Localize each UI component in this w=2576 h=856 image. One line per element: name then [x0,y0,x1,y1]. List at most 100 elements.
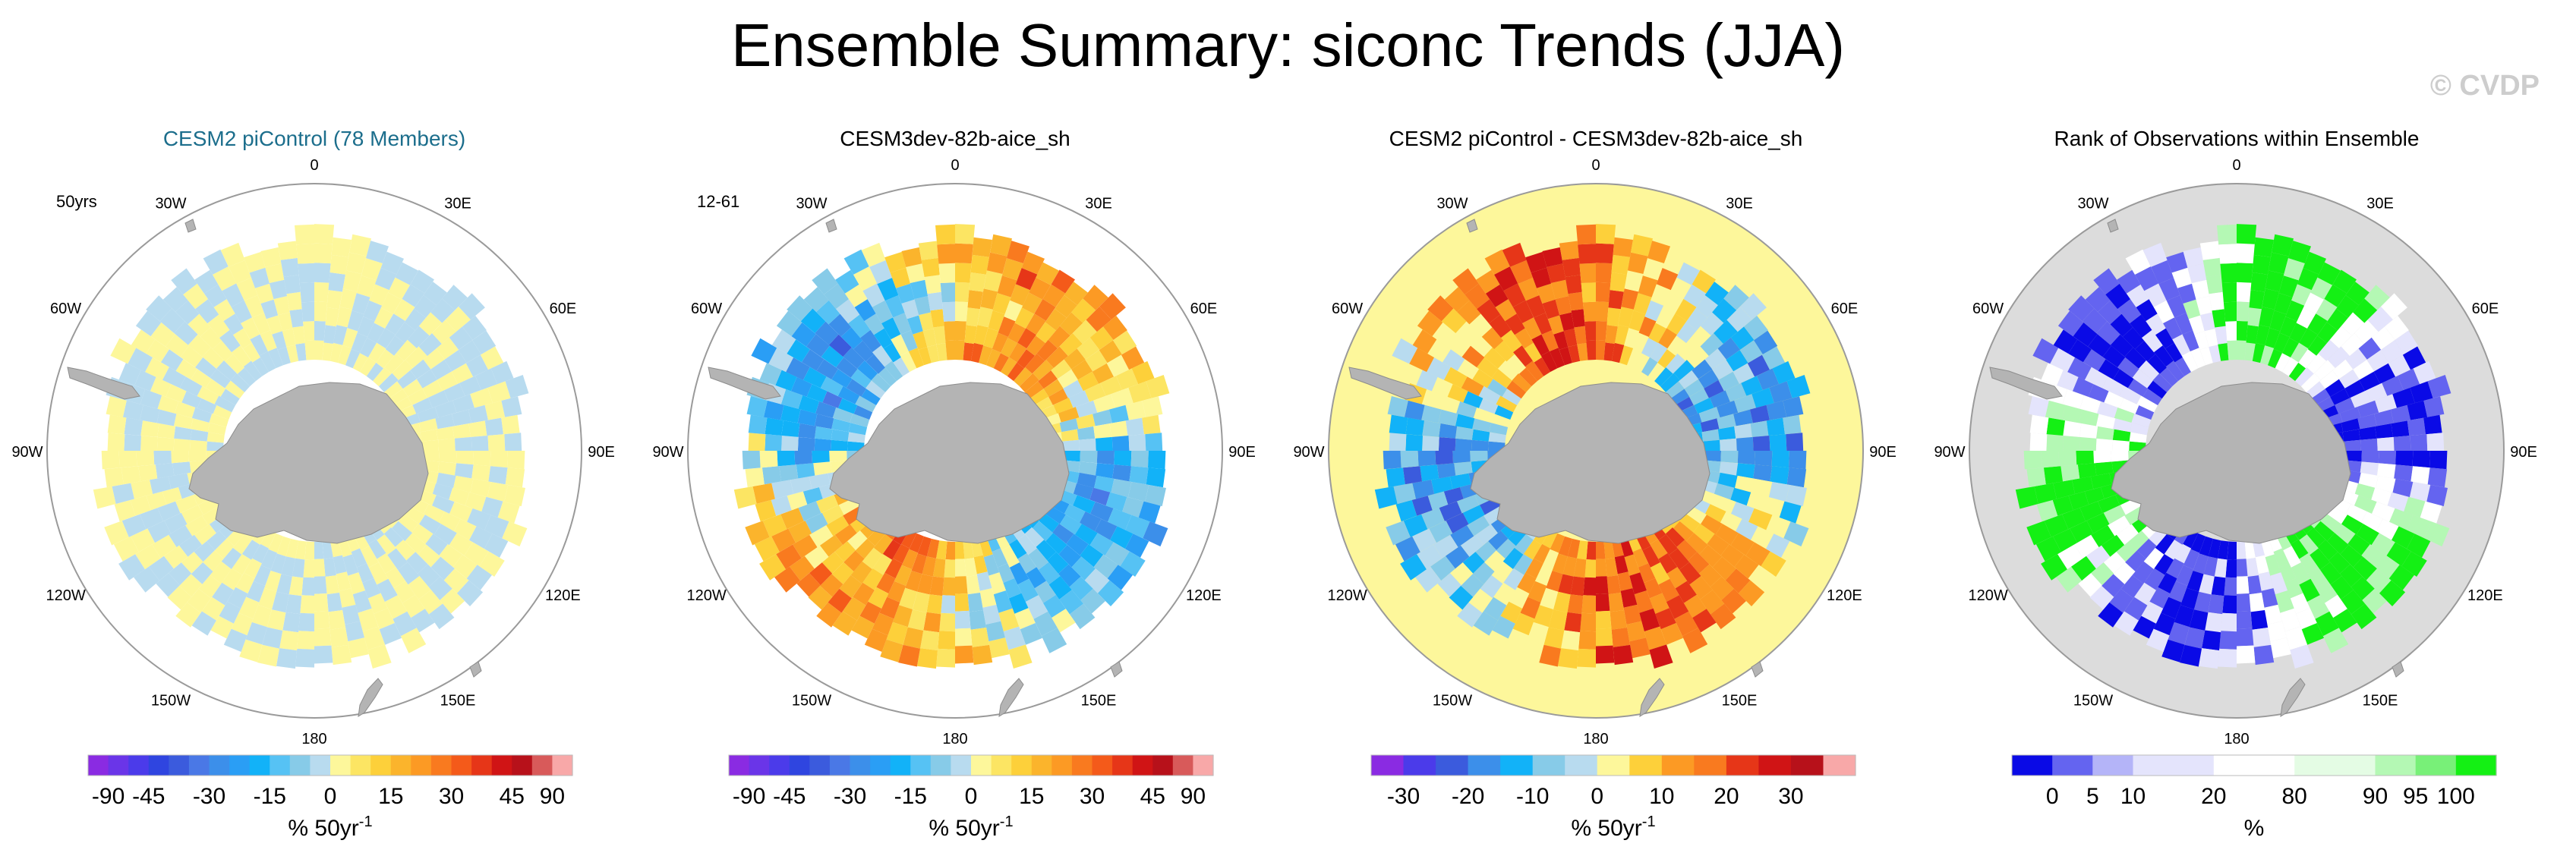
ice-cell [966,575,980,595]
ice-cell [1650,342,1668,363]
ice-cell [1446,512,1469,533]
ice-cell [1089,533,1114,556]
ice-cell [2095,438,2114,451]
ice-cell [195,357,217,378]
ice-cell [301,577,314,596]
ice-cell [859,601,882,624]
lon-label: 150E [2363,692,2398,709]
ice-cell [430,298,456,323]
ice-cell [1660,373,1680,392]
ice-cell [1494,266,1518,291]
ice-cell [214,395,236,413]
ice-cell [1069,603,1096,630]
ice-cell [1079,511,1102,532]
ice-cell [906,315,923,335]
ice-cell [1024,381,1044,399]
ice-cell [166,334,189,357]
antarctica-landmass [1470,382,1711,544]
ice-cell [2103,505,2126,524]
ice-cell [436,426,455,440]
ice-cell [1619,345,1634,366]
ice-cell [2344,451,2362,462]
ice-cell [428,603,455,630]
ice-cell [241,317,260,340]
ice-cell [1581,595,1596,614]
ice-cell [1412,329,1437,354]
ice-cell [1610,272,1627,292]
ice-cell [963,540,974,559]
ice-cell [733,486,757,509]
ice-cell [2142,242,2168,267]
ice-cell [2366,382,2388,402]
ice-cell [1714,319,1738,345]
ice-cell [1026,335,1046,356]
ice-cell [150,376,172,397]
ice-cell [2412,451,2430,468]
ice-cell [1618,307,1634,328]
island-landmass [1639,678,1665,717]
ice-cell [1093,423,1111,439]
ice-cell [159,308,185,333]
ice-cell [122,400,143,420]
lon-label: 180 [1583,731,1608,747]
ice-cell [252,357,269,376]
ice-cell [1674,611,1698,637]
ice-cell [367,323,385,343]
ice-cell [244,558,262,579]
ice-cell [300,595,314,614]
ice-cell [809,525,834,548]
ice-cell [2324,284,2347,307]
ice-cell [1039,513,1060,533]
ice-cell [2237,263,2253,283]
ice-cell [369,284,389,306]
ice-cell [2258,571,2274,591]
ice-cell [2153,612,2176,636]
colorbar-swatch [729,755,750,776]
ice-cell [1051,359,1072,379]
ice-cell [1644,300,1664,322]
ice-cell [1400,363,1423,386]
ice-cell [1576,224,1596,245]
ice-cell [1707,533,1729,555]
ice-cell [2124,347,2146,369]
ice-cell [2299,328,2318,349]
ice-cell [1608,593,1624,612]
ice-cell [298,263,314,283]
ice-cell [1524,360,1544,382]
ice-cell [397,562,420,585]
ice-cell [2053,480,2076,499]
ice-cell [295,224,314,245]
ice-cell [2307,313,2328,335]
ice-cell [2409,482,2431,502]
colorbar-tick-label: 20 [2201,784,2226,809]
ice-cell [405,533,427,555]
ice-cell [1437,573,1461,597]
colorbar-units: % 50yr-1 [288,814,372,841]
ice-cell [2223,301,2237,322]
ice-cell [2043,466,2063,485]
ice-cell [2426,433,2445,451]
ice-cell [107,414,127,435]
ice-cell [1517,572,1537,594]
ice-cell [1017,534,1037,555]
colorbar-swatch [2455,755,2497,776]
colorbar-swatch [128,755,150,776]
ice-cell [2398,368,2420,390]
ice-cell [449,326,473,350]
ice-cell [1679,370,1698,389]
ice-cell [1525,558,1543,579]
ice-cell [112,483,134,504]
ice-cell [908,348,924,369]
ice-cell [1596,645,1615,664]
ice-cell [993,590,1013,613]
ice-cell [2237,610,2253,629]
ice-cell [1638,275,1658,297]
ice-cell [805,512,828,533]
ice-cell [430,556,455,581]
ice-cell [1605,325,1618,344]
ice-cell [1093,554,1118,579]
ice-cell [1142,414,1161,435]
ice-cell [2130,423,2149,436]
ice-cell [1438,437,1456,451]
ice-cell [2127,379,2149,397]
